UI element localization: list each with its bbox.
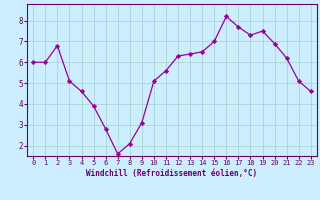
X-axis label: Windchill (Refroidissement éolien,°C): Windchill (Refroidissement éolien,°C)	[86, 169, 258, 178]
